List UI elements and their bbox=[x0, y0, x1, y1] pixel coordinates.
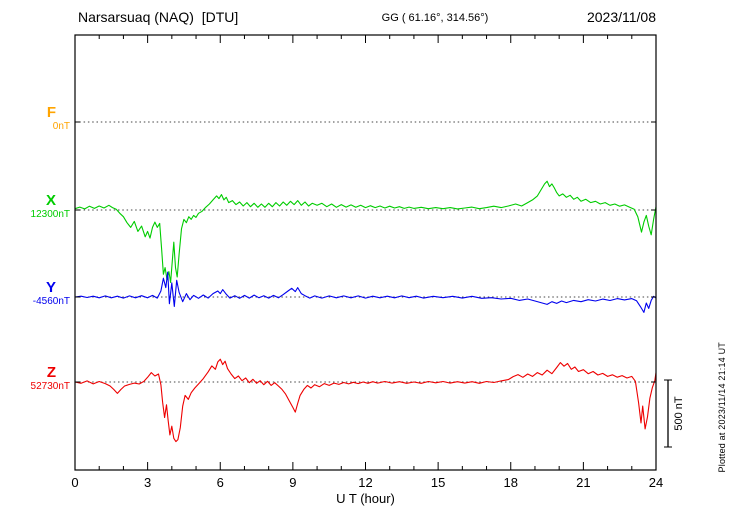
trace-Z bbox=[74, 358, 657, 443]
baseline-value-Z: 52730nT bbox=[30, 381, 70, 392]
x-tick-label: 0 bbox=[71, 475, 78, 490]
x-tick-label: 12 bbox=[358, 475, 372, 490]
x-tick-label: 21 bbox=[576, 475, 590, 490]
x-axis-label: U T (hour) bbox=[336, 491, 395, 506]
component-letter-F: F bbox=[46, 104, 56, 121]
x-tick-label: 24 bbox=[649, 475, 663, 490]
series-label-Y: Y -4560nT bbox=[0, 279, 72, 308]
baseline-value-X: 12300nT bbox=[30, 209, 70, 220]
x-tick-label: 3 bbox=[144, 475, 151, 490]
component-letter-Z: Z bbox=[46, 364, 56, 381]
trace-X bbox=[74, 180, 657, 283]
scale-bar-label: 500 nT bbox=[673, 396, 685, 431]
baseline-value-F: 0nT bbox=[52, 121, 70, 132]
plotted-at-watermark: Plotted at 2023/11/14 21:14 UT bbox=[717, 341, 727, 472]
x-tick-label: 9 bbox=[289, 475, 296, 490]
x-tick-label: 6 bbox=[217, 475, 224, 490]
x-tick-label: 15 bbox=[431, 475, 445, 490]
component-letter-X: X bbox=[45, 192, 56, 209]
series-label-X: X 12300nT bbox=[0, 192, 72, 221]
component-letter-Y: Y bbox=[45, 279, 56, 296]
station-title: Narsarsuaq (NAQ) [DTU] bbox=[78, 9, 239, 25]
trace-Y bbox=[74, 271, 657, 313]
series-label-F: F 0nT bbox=[0, 104, 72, 133]
baseline-value-Y: -4560nT bbox=[32, 296, 70, 307]
geographic-coords: GG ( 61.16°, 314.56°) bbox=[381, 12, 489, 24]
series-label-Z: Z 52730nT bbox=[0, 364, 72, 393]
plot-date: 2023/11/08 bbox=[586, 9, 656, 25]
x-tick-label: 18 bbox=[504, 475, 518, 490]
